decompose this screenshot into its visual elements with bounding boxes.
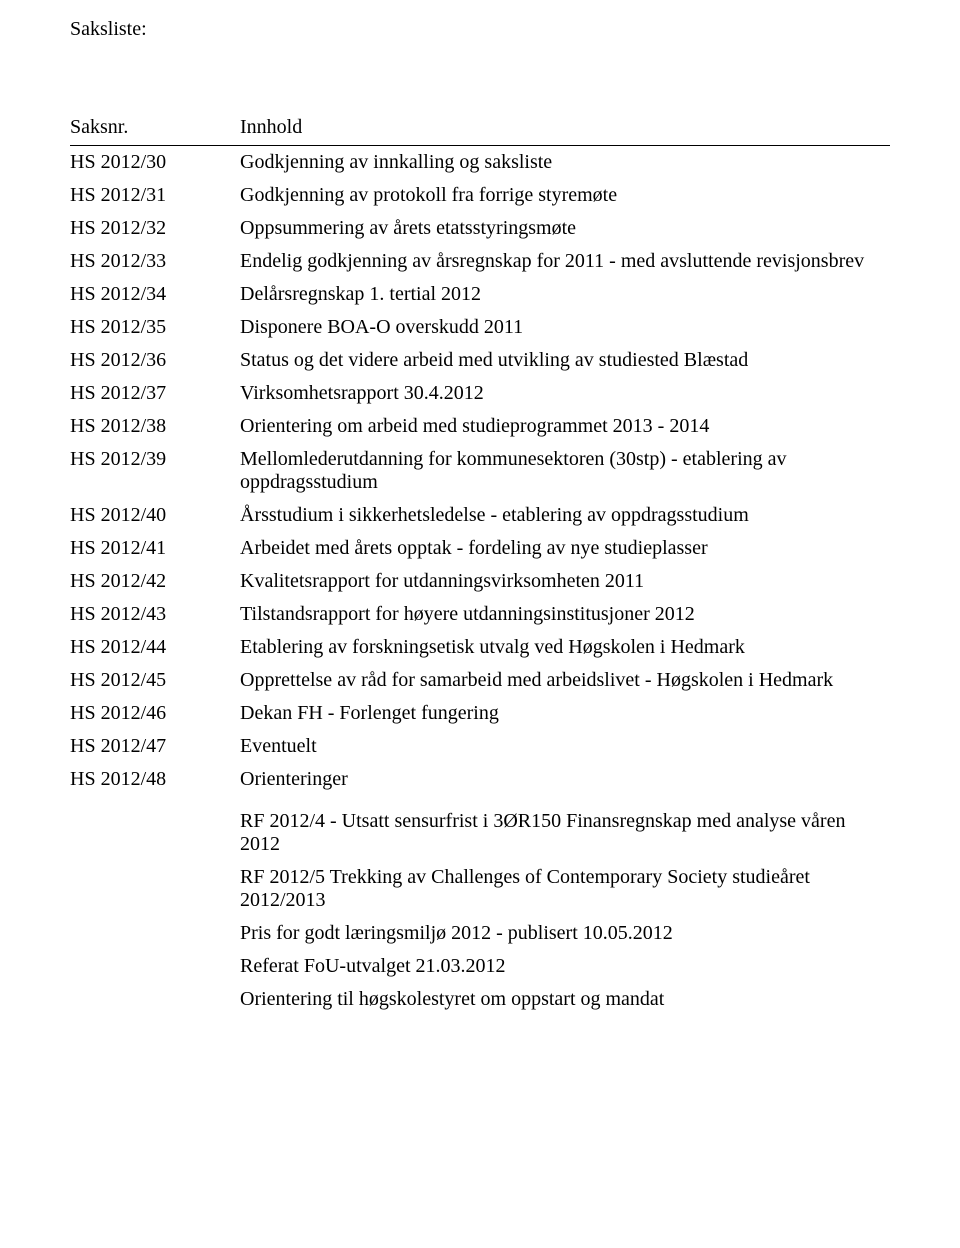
cell-saksnr: HS 2012/45	[70, 664, 240, 697]
extras-list: RF 2012/4 - Utsatt sensurfrist i 3ØR150 …	[240, 805, 890, 1016]
extra-item: Referat FoU-utvalget 21.03.2012	[240, 950, 890, 983]
table-row: HS 2012/44 Etablering av forskningsetisk…	[70, 631, 890, 664]
cell-saksnr: HS 2012/40	[70, 499, 240, 532]
col-header-saksnr: Saksnr.	[70, 111, 240, 146]
table-row: HS 2012/37 Virksomhetsrapport 30.4.2012	[70, 377, 890, 410]
cell-innhold: Disponere BOA-O overskudd 2011	[240, 311, 890, 344]
col-header-innhold: Innhold	[240, 111, 890, 146]
cell-innhold: Godkjenning av innkalling og saksliste	[240, 146, 890, 180]
cell-innhold: Kvalitetsrapport for utdanningsvirksomhe…	[240, 565, 890, 598]
extra-item: RF 2012/4 - Utsatt sensurfrist i 3ØR150 …	[240, 805, 890, 861]
table-row: HS 2012/48 Orienteringer	[70, 763, 890, 796]
document-page: Saksliste: Saksnr. Innhold HS 2012/30 Go…	[0, 0, 960, 1061]
table-row: HS 2012/32 Oppsummering av årets etatsst…	[70, 212, 890, 245]
table-body: HS 2012/30 Godkjenning av innkalling og …	[70, 146, 890, 1022]
table-row: HS 2012/30 Godkjenning av innkalling og …	[70, 146, 890, 180]
table-row: HS 2012/41 Arbeidet med årets opptak - f…	[70, 532, 890, 565]
table-row: HS 2012/46 Dekan FH - Forlenget fungerin…	[70, 697, 890, 730]
table-row: HS 2012/47 Eventuelt	[70, 730, 890, 763]
cell-innhold: Opprettelse av råd for samarbeid med arb…	[240, 664, 890, 697]
cell-saksnr: HS 2012/43	[70, 598, 240, 631]
table-row: HS 2012/36 Status og det videre arbeid m…	[70, 344, 890, 377]
cell-saksnr: HS 2012/39	[70, 443, 240, 499]
cell-saksnr: HS 2012/31	[70, 179, 240, 212]
cell-innhold: Årsstudium i sikkerhetsledelse - etabler…	[240, 499, 890, 532]
saksliste-table: Saksnr. Innhold HS 2012/30 Godkjenning a…	[70, 111, 890, 1021]
cell-innhold: Orientering om arbeid med studieprogramm…	[240, 410, 890, 443]
cell-saksnr: HS 2012/32	[70, 212, 240, 245]
table-row: HS 2012/33 Endelig godkjenning av årsreg…	[70, 245, 890, 278]
cell-innhold: Delårsregnskap 1. tertial 2012	[240, 278, 890, 311]
table-row: HS 2012/43 Tilstandsrapport for høyere u…	[70, 598, 890, 631]
cell-innhold: Etablering av forskningsetisk utvalg ved…	[240, 631, 890, 664]
cell-innhold: Arbeidet med årets opptak - fordeling av…	[240, 532, 890, 565]
table-row: HS 2012/42 Kvalitetsrapport for utdannin…	[70, 565, 890, 598]
table-row: HS 2012/35 Disponere BOA-O overskudd 201…	[70, 311, 890, 344]
cell-innhold: Oppsummering av årets etatsstyringsmøte	[240, 212, 890, 245]
extra-item: Pris for godt læringsmiljø 2012 - publis…	[240, 917, 890, 950]
cell-innhold: Virksomhetsrapport 30.4.2012	[240, 377, 890, 410]
cell-saksnr: HS 2012/41	[70, 532, 240, 565]
cell-innhold: Status og det videre arbeid med utviklin…	[240, 344, 890, 377]
table-row: HS 2012/38 Orientering om arbeid med stu…	[70, 410, 890, 443]
cell-saksnr: HS 2012/36	[70, 344, 240, 377]
cell-innhold: Tilstandsrapport for høyere utdanningsin…	[240, 598, 890, 631]
cell-saksnr: HS 2012/46	[70, 697, 240, 730]
cell-saksnr: HS 2012/33	[70, 245, 240, 278]
cell-innhold: Godkjenning av protokoll fra forrige sty…	[240, 179, 890, 212]
cell-saksnr: HS 2012/35	[70, 311, 240, 344]
cell-saksnr: HS 2012/30	[70, 146, 240, 180]
cell-innhold: Eventuelt	[240, 730, 890, 763]
table-row-extras: RF 2012/4 - Utsatt sensurfrist i 3ØR150 …	[70, 796, 890, 1021]
table-row: HS 2012/40 Årsstudium i sikkerhetsledels…	[70, 499, 890, 532]
cell-saksnr: HS 2012/44	[70, 631, 240, 664]
cell-saksnr: HS 2012/42	[70, 565, 240, 598]
table-row: HS 2012/39 Mellomlederutdanning for komm…	[70, 443, 890, 499]
cell-innhold: Dekan FH - Forlenget fungering	[240, 697, 890, 730]
extra-item: Orientering til høgskolestyret om oppsta…	[240, 983, 890, 1016]
table-row: HS 2012/31 Godkjenning av protokoll fra …	[70, 179, 890, 212]
cell-saksnr: HS 2012/47	[70, 730, 240, 763]
cell-innhold: Mellomlederutdanning for kommunesektoren…	[240, 443, 890, 499]
page-heading: Saksliste:	[70, 18, 890, 41]
cell-innhold: Orienteringer	[240, 763, 890, 796]
cell-saksnr: HS 2012/34	[70, 278, 240, 311]
cell-saksnr: HS 2012/48	[70, 763, 240, 796]
table-row: HS 2012/34 Delårsregnskap 1. tertial 201…	[70, 278, 890, 311]
cell-empty	[70, 796, 240, 1021]
cell-saksnr: HS 2012/37	[70, 377, 240, 410]
cell-saksnr: HS 2012/38	[70, 410, 240, 443]
table-header-row: Saksnr. Innhold	[70, 111, 890, 146]
extra-item: RF 2012/5 Trekking av Challenges of Cont…	[240, 861, 890, 917]
table-row: HS 2012/45 Opprettelse av råd for samarb…	[70, 664, 890, 697]
cell-extras: RF 2012/4 - Utsatt sensurfrist i 3ØR150 …	[240, 796, 890, 1021]
cell-innhold: Endelig godkjenning av årsregnskap for 2…	[240, 245, 890, 278]
